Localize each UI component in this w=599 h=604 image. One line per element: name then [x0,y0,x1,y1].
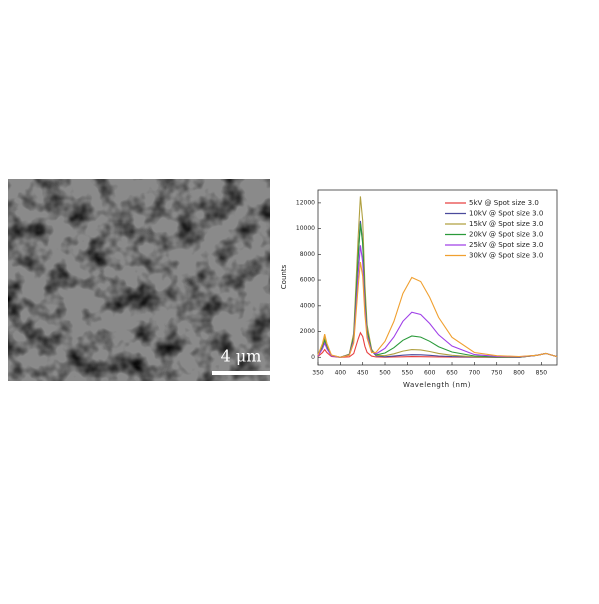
y-tick-label: 12000 [296,199,315,206]
legend-label: 30kV @ Spot size 3.0 [469,252,543,260]
x-axis-label: Wavelength (nm) [403,381,471,389]
y-tick-label: 10000 [296,225,315,232]
sem-texture [8,179,270,381]
legend-label: 15kV @ Spot size 3.0 [469,220,543,228]
x-tick-label: 650 [446,370,458,377]
legend-label: 20kV @ Spot size 3.0 [469,231,543,239]
x-tick-label: 600 [424,370,436,377]
y-tick-label: 6000 [300,277,315,284]
x-tick-label: 800 [513,370,525,377]
legend-label: 25kV @ Spot size 3.0 [469,241,543,249]
scale-bar-label: 4 μm [221,347,262,366]
x-tick-label: 500 [379,370,391,377]
plot: 0 2000 4000 6000 8000 10000 12000 350 400 450 500 5… [296,196,558,377]
x-tick-label: 850 [536,370,548,377]
y-axis-label: Counts [280,264,288,289]
x-tick-label: 700 [469,370,481,377]
x-tick-label: 450 [357,370,369,377]
y-tick-label: 2000 [300,328,315,335]
plot-frame [317,189,558,366]
y-tick-label: 0 [311,354,315,361]
x-tick-label: 550 [402,370,414,377]
y-tick-label: 4000 [300,302,315,309]
x-tick-label: 750 [491,370,503,377]
scale-bar [212,371,270,375]
legend-label: 5kV @ Spot size 3.0 [469,199,539,207]
y-tick-label: 8000 [300,251,315,258]
x-tick-label: 350 [312,370,324,377]
legend-label: 10kV @ Spot size 3.0 [469,210,543,218]
sem-image: 4 μm [8,179,270,381]
series-line [317,262,558,358]
x-tick-label: 400 [335,370,347,377]
